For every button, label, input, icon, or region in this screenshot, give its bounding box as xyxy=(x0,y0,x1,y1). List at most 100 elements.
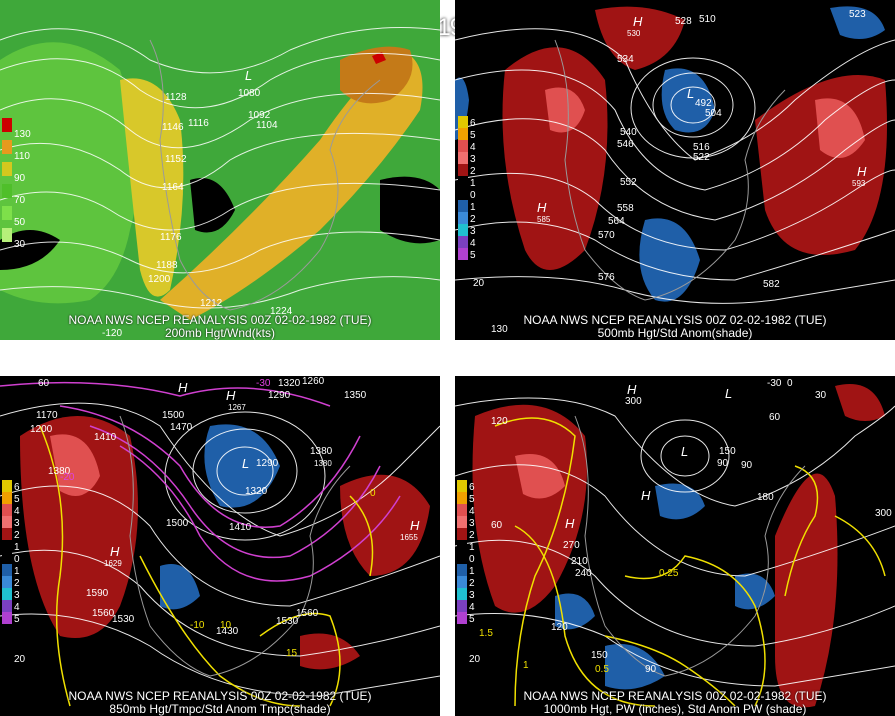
contour-label: 510 xyxy=(699,14,716,25)
legend-label: 4 xyxy=(469,602,475,613)
height-contours xyxy=(0,402,440,697)
legend-label: 2 xyxy=(470,214,476,225)
lat-tick: 20 xyxy=(473,278,485,289)
low-marker: L xyxy=(687,86,694,101)
contour-label: 1410 xyxy=(229,522,252,533)
contour-label: 120 xyxy=(551,622,568,633)
legend-swatch xyxy=(457,516,467,528)
legend-label: 5 xyxy=(469,494,475,505)
contour-label: 1290 xyxy=(268,390,291,401)
legend-swatch xyxy=(2,588,12,600)
calm-pocket-sw xyxy=(0,230,60,270)
contour-label: 540 xyxy=(620,127,637,138)
contour-label: 1500 xyxy=(162,410,185,421)
contour-label: 1092 xyxy=(248,110,271,121)
contour-label: 1116 xyxy=(188,118,209,129)
high-marker: H xyxy=(178,380,188,395)
pw-label: 1.5 xyxy=(479,628,493,639)
legend-swatch xyxy=(458,248,468,260)
wind-core-west xyxy=(120,78,184,297)
negative-anomaly-south xyxy=(160,564,200,610)
contour-label: 180 xyxy=(757,492,774,503)
positive-anomaly-core xyxy=(50,434,100,496)
coastlines xyxy=(149,39,381,311)
legend-swatch xyxy=(2,528,12,540)
legend-swatch xyxy=(2,480,12,492)
isotherm-label: -10 xyxy=(190,620,205,631)
panel-500mb-height-anomaly: 6 5 4 3 2 1 0 1 2 3 4 5 534 540 546 552 … xyxy=(455,0,895,340)
legend-swatch-130 xyxy=(2,118,12,132)
legend-swatch-70 xyxy=(2,184,12,198)
low-marker: L xyxy=(725,386,732,401)
center-value: 593 xyxy=(852,179,866,188)
contour-label: 1146 xyxy=(162,122,184,133)
map-850mb: 6 5 4 3 2 1 0 1 2 3 4 5 1170 1200 1410 1… xyxy=(0,376,440,716)
panel-1000mb-height-pw: 6 5 4 3 2 1 0 1 2 3 4 5 120 300 180 210 … xyxy=(455,376,895,716)
lat-tick: 20 xyxy=(14,654,26,665)
negative-anomaly-low xyxy=(655,483,705,520)
map-1000mb: 6 5 4 3 2 1 0 1 2 3 4 5 120 300 180 210 … xyxy=(455,376,895,716)
contour-label: 270 xyxy=(563,540,580,551)
legend-swatch xyxy=(458,188,468,200)
positive-anomaly-west xyxy=(20,416,138,638)
contour-label: 1267 xyxy=(228,403,246,412)
legend-label: 5 xyxy=(469,614,475,625)
legend-label: 1 xyxy=(469,542,475,553)
pw-contours xyxy=(494,417,886,707)
legend-swatch xyxy=(457,588,467,600)
isotherms-warm xyxy=(39,425,374,707)
legend-label: 6 xyxy=(470,118,476,129)
contour-label: 1290 xyxy=(256,458,279,469)
high-marker: H xyxy=(641,488,651,503)
legend-label: 4 xyxy=(469,506,475,517)
isotherm-label: 10 xyxy=(220,620,232,631)
contour-label: 1212 xyxy=(200,298,223,309)
legend-label: 1 xyxy=(470,202,476,213)
legend-label: 1 xyxy=(470,178,476,189)
legend-swatch xyxy=(2,564,12,576)
panel-title-source: NOAA NWS NCEP REANALYSIS 00Z 02-02-1982 … xyxy=(68,313,372,327)
legend-swatch xyxy=(457,612,467,624)
panel-title-field: 1000mb Hgt, PW (inches), Std Anom PW (sh… xyxy=(543,702,807,716)
legend-swatch xyxy=(458,152,468,164)
lat-tick: 60 xyxy=(38,378,50,389)
panel-title-field: 850mb Hgt/Tmpc/Std Anom Tmpc(shade) xyxy=(109,702,331,716)
contour-label: 552 xyxy=(620,177,637,188)
high-marker: H xyxy=(565,516,575,531)
contour-label: 1430 xyxy=(216,626,239,637)
legend-swatch xyxy=(457,480,467,492)
height-contours xyxy=(455,28,895,304)
legend-label: 2 xyxy=(469,530,475,541)
legend-label: 5 xyxy=(470,130,476,141)
legend-swatch xyxy=(458,236,468,248)
wind-core-jet xyxy=(160,50,423,320)
map-200mb: 130 110 90 70 50 30 1128 1146 1116 1092 … xyxy=(0,0,440,340)
legend-label: 0 xyxy=(14,554,20,565)
contour-label: 120 xyxy=(491,416,508,427)
isotherm-label: 15 xyxy=(286,648,298,659)
legend-swatch xyxy=(458,200,468,212)
legend-swatch xyxy=(2,552,12,564)
legend-label: 0 xyxy=(470,190,476,201)
lon-tick: -120 xyxy=(102,328,122,339)
legend-swatch xyxy=(2,540,12,552)
legend-swatch xyxy=(2,516,12,528)
coastlines xyxy=(119,415,351,677)
legend-swatch xyxy=(458,128,468,140)
negative-anomaly-south xyxy=(639,218,700,302)
contour-label: 90 xyxy=(717,458,729,469)
contour-label: 1410 xyxy=(94,432,117,443)
legend-label: 130 xyxy=(14,129,31,140)
legend-label: 110 xyxy=(14,151,30,162)
contour-label: 1188 xyxy=(156,260,178,271)
legend-label: 1 xyxy=(14,542,20,553)
contour-label: 150 xyxy=(591,650,608,661)
contour-label: 1260 xyxy=(302,376,325,387)
legend-label: 2 xyxy=(469,578,475,589)
panel-title-field: 500mb Hgt/Std Anom(shade) xyxy=(597,326,753,340)
contour-label: 1530 xyxy=(276,616,299,627)
positive-anomaly-ne xyxy=(835,384,885,421)
contour-label: 1350 xyxy=(344,390,367,401)
legend-swatch-30 xyxy=(2,228,12,242)
